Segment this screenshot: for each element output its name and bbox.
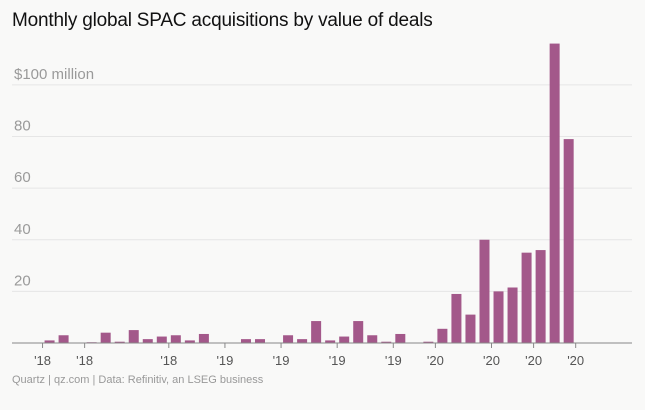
bar bbox=[100, 332, 111, 343]
bar bbox=[44, 340, 55, 343]
bar bbox=[395, 333, 406, 343]
bar bbox=[311, 321, 322, 343]
x-tick-label: '20 bbox=[525, 353, 542, 368]
bar bbox=[493, 291, 504, 343]
y-tick-labels: 20 40 60 80 $100 million bbox=[14, 66, 94, 289]
bar bbox=[240, 339, 251, 343]
bar bbox=[479, 239, 490, 343]
bar bbox=[156, 336, 167, 343]
bar bbox=[142, 339, 153, 343]
bar bbox=[283, 335, 294, 343]
bar bbox=[297, 339, 308, 343]
bar bbox=[563, 139, 574, 343]
bar bbox=[437, 328, 448, 343]
bar bbox=[535, 250, 546, 343]
bar bbox=[549, 43, 560, 343]
bar bbox=[325, 340, 336, 343]
y-tick-label: 80 bbox=[14, 118, 31, 135]
x-tick-label: '20 bbox=[483, 353, 500, 368]
bars bbox=[44, 43, 574, 343]
x-tick-label: '19 bbox=[385, 353, 402, 368]
bar bbox=[184, 340, 195, 343]
bar bbox=[339, 336, 350, 343]
bar bbox=[170, 335, 181, 343]
bar bbox=[114, 341, 125, 343]
y-tick-label: 40 bbox=[14, 221, 31, 238]
bar bbox=[465, 314, 476, 343]
bar bbox=[507, 287, 518, 343]
bar bbox=[128, 330, 139, 343]
y-tick-label: $100 million bbox=[14, 66, 94, 83]
source-note: Quartz | qz.com | Data: Refinitiv, an LS… bbox=[12, 374, 264, 386]
x-tick-label: '19 bbox=[216, 353, 233, 368]
x-tick-label: '18 bbox=[76, 353, 93, 368]
bar bbox=[58, 335, 69, 343]
x-tick-label: '19 bbox=[273, 353, 290, 368]
chart-title: Monthly global SPAC acquisitions by valu… bbox=[12, 10, 433, 31]
bar bbox=[353, 321, 364, 343]
bar bbox=[521, 252, 532, 343]
bar bbox=[381, 341, 392, 343]
bar bbox=[367, 335, 378, 343]
x-tick-label: '20 bbox=[427, 353, 444, 368]
x-tick-label: '18 bbox=[160, 353, 177, 368]
bar bbox=[255, 339, 266, 343]
bar bbox=[198, 333, 209, 343]
y-tick-label: 20 bbox=[14, 272, 31, 289]
x-tick-label: '18 bbox=[34, 353, 51, 368]
bar bbox=[451, 293, 462, 343]
x-tick-labels: '18'18'18'19'19'19'19'20'20'20'20'21 bbox=[34, 343, 584, 368]
bar bbox=[423, 341, 434, 343]
x-tick-label: '20 bbox=[567, 353, 584, 368]
x-tick-label: '19 bbox=[329, 353, 346, 368]
y-tick-label: 60 bbox=[14, 169, 31, 186]
